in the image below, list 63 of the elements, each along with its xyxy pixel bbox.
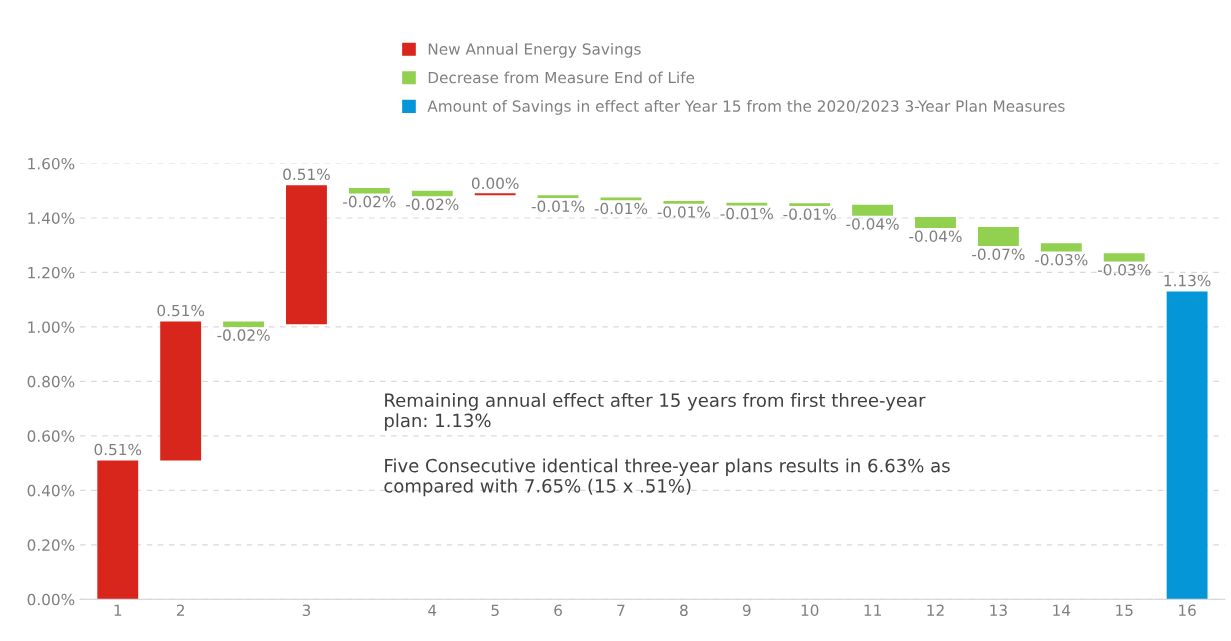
legend-label: Amount of Savings in effect after Year 15 from the 2020/2023 3-Year Plan Measures [427,100,1065,115]
data-label: 0.51% [94,443,142,456]
bar [97,460,139,600]
bar [286,185,327,325]
bar [411,190,453,197]
data-label: 0.00% [471,177,519,190]
data-label: -0.01% [657,206,711,218]
x-tick-label: 5 [491,604,499,617]
x-tick-label: 16 [1179,604,1196,617]
bar [1166,291,1208,600]
y-tick-label: 0.40% [27,484,75,497]
bar [789,203,831,206]
data-label: -0.02% [343,195,396,208]
bar [223,321,265,327]
x-tick-label: 10 [801,604,819,617]
data-label: -0.03% [1097,263,1151,276]
data-label: -0.02% [405,198,459,211]
annotation: Five Consecutive identical three-year plans results in 6.63% as compared with 7.65% (15 x .51%) [384,458,950,497]
y-tick-label: 1.60% [28,157,75,170]
x-tick-label: 14 [1053,604,1071,616]
x-tick-label: 15 [1116,604,1133,617]
bar [977,226,1019,246]
x-tick-label: 3 [302,604,311,617]
y-tick-label: 0.80% [27,375,75,388]
x-tick-label: 7 [617,604,625,616]
y-tick-label: 0.20% [27,539,75,551]
data-label: -0.07% [972,248,1025,261]
data-label: 1.13% [1164,274,1211,287]
y-tick-label: 0.00% [27,593,75,606]
data-label: -0.01% [531,200,585,213]
data-label: 0.51% [283,168,330,181]
data-label: -0.01% [720,207,773,220]
bar [852,204,894,216]
bar [915,217,956,229]
bar [1103,253,1145,262]
data-label: -0.04% [909,230,962,243]
legend-label: Decrease from Measure End of Life [428,71,695,84]
x-tick-label: 4 [428,604,437,616]
bar [537,195,579,199]
data-label: -0.04% [846,218,899,230]
bar [663,201,705,204]
x-tick-label: 13 [990,604,1007,617]
y-tick-label: 1.20% [28,266,75,279]
x-tick-label: 11 [864,604,881,616]
x-tick-label: 12 [927,604,944,616]
x-tick-label: 2 [176,604,184,616]
legend-label: New Annual Energy Savings [428,42,641,58]
data-label: -0.02% [217,329,270,341]
data-label: 0.51% [157,304,205,317]
y-tick-label: 1.40% [28,212,75,224]
data-label: -0.03% [1035,253,1088,266]
x-tick-label: 8 [680,604,688,617]
bar [160,321,202,461]
data-label: -0.01% [594,202,648,215]
x-tick-label: 9 [742,604,751,617]
bar [348,187,390,194]
data-label: -0.01% [783,208,836,220]
x-tick-label: 1 [114,604,122,616]
bar [1040,243,1082,252]
x-tick-label: 6 [554,604,562,617]
y-tick-label: 0.60% [27,430,75,442]
y-tick-label: 1.00% [28,321,75,333]
annotation: Remaining annual effect after 15 years from first three-year plan: 1.13% [385,393,926,431]
